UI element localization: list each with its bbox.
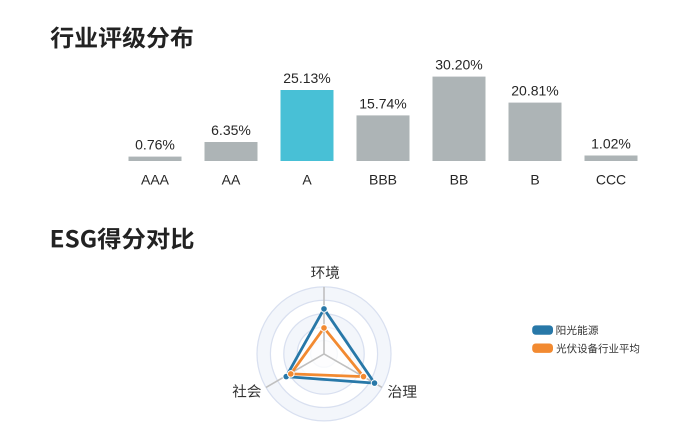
svg-text:AA: AA bbox=[222, 172, 241, 188]
svg-text:BB: BB bbox=[450, 172, 469, 188]
svg-text:1.02%: 1.02% bbox=[591, 136, 631, 152]
svg-text:6.35%: 6.35% bbox=[211, 122, 251, 138]
svg-text:30.20%: 30.20% bbox=[435, 57, 482, 73]
svg-text:25.13%: 25.13% bbox=[283, 70, 330, 86]
svg-text:CCC: CCC bbox=[596, 172, 626, 188]
svg-text:A: A bbox=[302, 172, 312, 188]
svg-text:BBB: BBB bbox=[369, 172, 397, 188]
svg-text:0.76%: 0.76% bbox=[135, 137, 175, 153]
svg-text:15.74%: 15.74% bbox=[359, 95, 406, 111]
svg-text:B: B bbox=[530, 172, 539, 188]
svg-text:AAA: AAA bbox=[141, 172, 170, 188]
svg-text:20.81%: 20.81% bbox=[511, 83, 558, 99]
